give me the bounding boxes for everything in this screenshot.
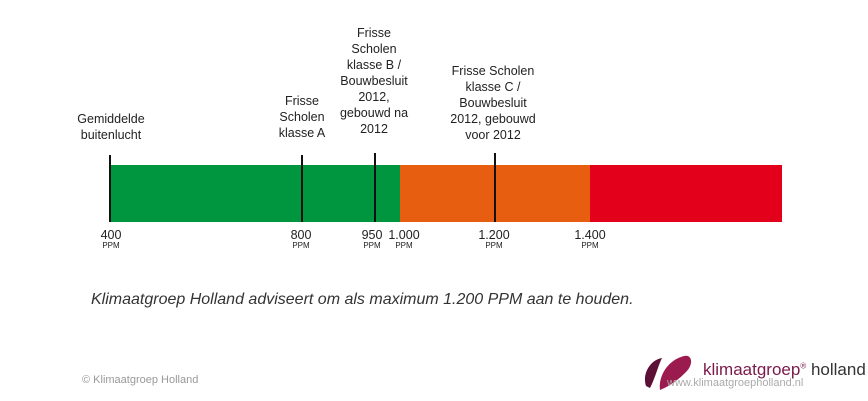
tick-label-400: 400	[100, 228, 122, 242]
brand-name: klimaatgroep	[703, 360, 801, 379]
brand-suffix: holland	[806, 360, 866, 379]
brand-url: www.klimaatgroepholland.nl	[667, 377, 804, 389]
tick-label-1400: 1.400	[574, 228, 606, 242]
tick-label-950: 950	[361, 228, 383, 242]
copyright-text: © Klimaatgroep Holland	[82, 374, 199, 386]
tick-unit-400: PPM	[102, 241, 120, 250]
tick-label-800: 800	[290, 228, 312, 242]
brand-logo-text: klimaatgroep® holland	[703, 360, 866, 380]
tick-unit-800: PPM	[292, 241, 310, 250]
label-class-b: Frisse Scholen klasse B / Bouwbesluit 20…	[339, 26, 409, 136]
tick-unit-1000: PPM	[395, 241, 413, 250]
tick-unit-950: PPM	[363, 241, 381, 250]
label-average-outdoor: Gemiddelde buitenlucht	[77, 112, 145, 142]
brand-registered-mark: ®	[800, 361, 807, 371]
bar-segment-red	[590, 165, 782, 222]
brand-logo-icon	[644, 355, 692, 390]
tick-label-1200: 1.200	[478, 228, 510, 242]
marker-800	[301, 155, 303, 222]
tick-unit-1400: PPM	[581, 241, 599, 250]
advice-text: Klimaatgroep Holland adviseert om als ma…	[91, 291, 634, 308]
label-class-c: Frisse Scholen klasse C / Bouwbesluit 20…	[450, 64, 536, 142]
bar-segment-green	[110, 165, 400, 222]
tick-unit-1200: PPM	[485, 241, 503, 250]
marker-400	[109, 155, 111, 222]
marker-1200	[494, 153, 496, 222]
tick-label-1000: 1.000	[388, 228, 420, 242]
marker-950	[374, 153, 376, 222]
label-class-a: Frisse Scholen klasse A	[278, 94, 326, 140]
